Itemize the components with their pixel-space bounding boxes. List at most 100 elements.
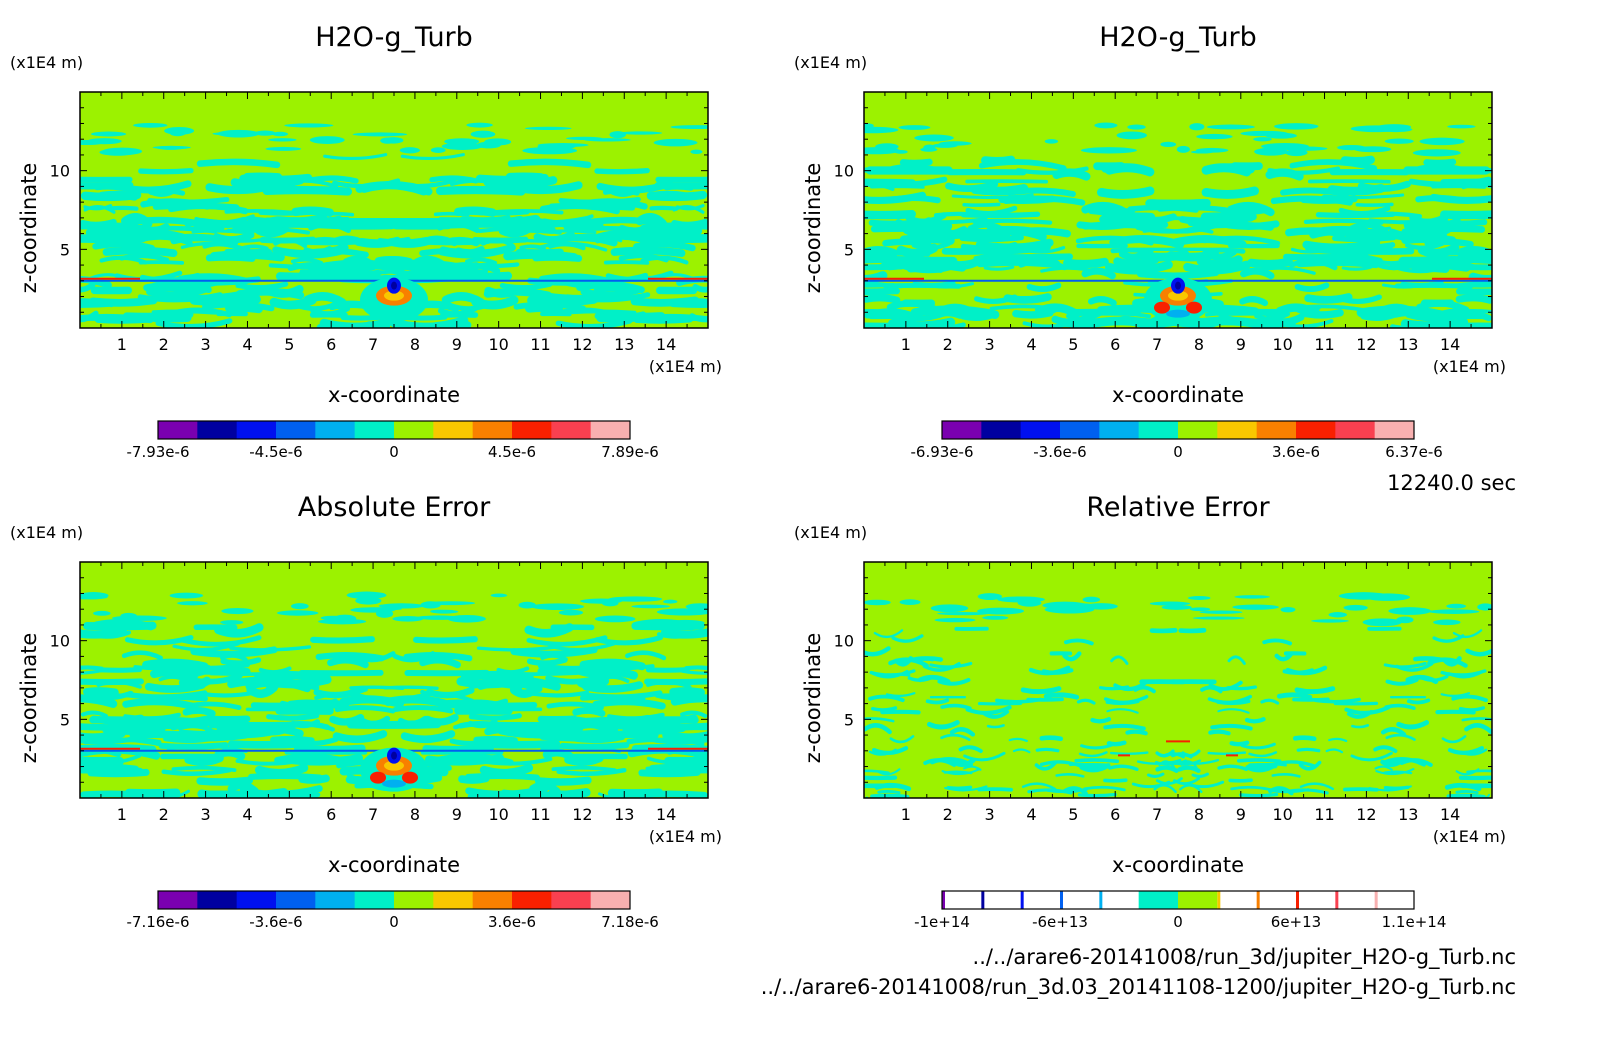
y-unit-label: (x1E4 m) bbox=[10, 53, 83, 72]
x-tick-label: 4 bbox=[242, 335, 252, 354]
colorbar: -7.16e-6 -3.6e-6 0 3.6e-6 7.18e-6 bbox=[127, 890, 659, 931]
x-tick-label: 1 bbox=[117, 805, 127, 824]
x-unit-label: (x1E4 m) bbox=[649, 357, 722, 376]
y-tick-label: 10 bbox=[834, 632, 854, 651]
y-tick-label: 10 bbox=[50, 632, 70, 651]
colorbar-label: 1.1e+14 bbox=[1382, 913, 1447, 931]
contour-field bbox=[864, 92, 1492, 328]
colorbar-cell bbox=[1060, 891, 1100, 909]
x-axis-label: x-coordinate bbox=[328, 853, 460, 877]
x-tick-label: 14 bbox=[656, 335, 676, 354]
timestamp: 12240.0 sec bbox=[1387, 471, 1516, 495]
x-axis-label: x-coordinate bbox=[1112, 853, 1244, 877]
x-tick-label: 5 bbox=[284, 805, 294, 824]
colorbar: -6.93e-6 -3.6e-6 0 3.6e-6 6.37e-6 bbox=[911, 420, 1443, 461]
colorbar-label: -7.93e-6 bbox=[127, 443, 190, 461]
colorbar-label: -7.16e-6 bbox=[127, 913, 190, 931]
colorbar-label: 7.89e-6 bbox=[601, 443, 659, 461]
colorbar-cell bbox=[512, 891, 552, 909]
x-tick-label: 6 bbox=[1110, 805, 1120, 824]
x-tick-label: 6 bbox=[326, 335, 336, 354]
colorbar-cell bbox=[1178, 421, 1218, 439]
colorbar-label: 6e+13 bbox=[1271, 913, 1321, 931]
x-tick-label: 5 bbox=[1068, 335, 1078, 354]
colorbar-label: 7.18e-6 bbox=[601, 913, 659, 931]
contour-field bbox=[80, 562, 708, 798]
x-tick-label: 9 bbox=[452, 805, 462, 824]
panel-1: H2O-g_Turb(x1E4 m)1 2 3 4 5 6 7 8 9 10 11 12 13 14510… bbox=[10, 22, 722, 461]
x-tick-label: 5 bbox=[1068, 805, 1078, 824]
colorbar-cell bbox=[1256, 891, 1297, 909]
x-tick-label: 3 bbox=[201, 335, 211, 354]
x-tick-label: 11 bbox=[530, 805, 550, 824]
x-tick-label: 12 bbox=[572, 335, 592, 354]
x-tick-label: 2 bbox=[943, 805, 953, 824]
x-tick-label: 2 bbox=[159, 805, 169, 824]
x-tick-label: 3 bbox=[201, 805, 211, 824]
colorbar-cell bbox=[433, 421, 474, 439]
colorbar-cell bbox=[354, 421, 395, 439]
x-tick-label: 7 bbox=[368, 805, 378, 824]
x-tick-label: 10 bbox=[1272, 805, 1292, 824]
x-tick-label: 13 bbox=[614, 805, 634, 824]
colorbar-cell bbox=[551, 891, 592, 909]
colorbar-cell bbox=[942, 891, 982, 909]
colorbar-cell bbox=[1217, 891, 1258, 909]
colorbar-marker bbox=[981, 891, 985, 909]
x-tick-label: 7 bbox=[368, 335, 378, 354]
x-tick-label: 5 bbox=[284, 335, 294, 354]
colorbar-cell bbox=[1138, 891, 1179, 909]
colorbar-cell bbox=[276, 891, 316, 909]
x-tick-label: 6 bbox=[326, 805, 336, 824]
colorbar-label: -6.93e-6 bbox=[911, 443, 974, 461]
y-tick-label: 10 bbox=[834, 162, 854, 181]
x-tick-label: 14 bbox=[1440, 335, 1460, 354]
file-path-1: ../../arare6-20141008/run_3d/jupiter_H2O… bbox=[973, 945, 1516, 970]
colorbar-cell bbox=[1020, 891, 1061, 909]
colorbar-cell bbox=[315, 891, 356, 909]
colorbar-cell bbox=[981, 891, 1022, 909]
x-tick-label: 8 bbox=[410, 805, 420, 824]
colorbar-cell bbox=[981, 421, 1022, 439]
colorbar-cell bbox=[472, 421, 513, 439]
x-tick-label: 9 bbox=[1236, 335, 1246, 354]
y-tick-label: 10 bbox=[50, 162, 70, 181]
colorbar-marker bbox=[942, 891, 945, 909]
file-path-2: ../../arare6-20141008/run_3d.03_20141108… bbox=[761, 975, 1516, 1000]
colorbar-cell bbox=[1217, 421, 1258, 439]
x-tick-label: 4 bbox=[1026, 335, 1036, 354]
y-unit-label: (x1E4 m) bbox=[794, 53, 867, 72]
x-tick-label: 11 bbox=[1314, 805, 1334, 824]
y-axis-label: z-coordinate bbox=[801, 163, 825, 294]
colorbar-marker bbox=[1335, 891, 1339, 909]
panel-4: Relative Error(x1E4 m)1 2 3 4 5 6 7 8 9 10 11 12 13 1… bbox=[794, 492, 1506, 931]
colorbar-cell bbox=[1296, 891, 1336, 909]
colorbar: -1e+14 -6e+13 0 6e+13 1.1e+14 bbox=[914, 890, 1447, 931]
colorbar-cell bbox=[236, 421, 277, 439]
colorbar-cell bbox=[1060, 421, 1100, 439]
colorbar-cell bbox=[158, 891, 198, 909]
panel-3: Absolute Error(x1E4 m)1 2 3 4 5 6 7 8 9 10 11 12 13 1… bbox=[10, 492, 722, 931]
contour-field bbox=[864, 562, 1492, 798]
x-tick-label: 10 bbox=[488, 805, 508, 824]
colorbar-marker bbox=[1374, 891, 1378, 909]
panel-title: H2O-g_Turb bbox=[315, 22, 473, 53]
panel-title: Absolute Error bbox=[298, 492, 491, 523]
y-axis-label: z-coordinate bbox=[17, 633, 41, 764]
colorbar-cell bbox=[197, 891, 238, 909]
colorbar-cell bbox=[1335, 421, 1376, 439]
x-tick-label: 1 bbox=[901, 335, 911, 354]
colorbar-cell bbox=[1138, 421, 1179, 439]
colorbar-label: -4.5e-6 bbox=[249, 443, 302, 461]
x-tick-label: 12 bbox=[572, 805, 592, 824]
colorbar-frame bbox=[941, 890, 1415, 910]
x-tick-label: 9 bbox=[452, 335, 462, 354]
colorbar-label: 6.37e-6 bbox=[1385, 443, 1443, 461]
colorbar-cell bbox=[433, 891, 474, 909]
colorbar-label: -3.6e-6 bbox=[1033, 443, 1086, 461]
colorbar-cell bbox=[1374, 891, 1415, 909]
x-tick-label: 11 bbox=[530, 335, 550, 354]
x-tick-label: 14 bbox=[1440, 805, 1460, 824]
x-tick-label: 1 bbox=[117, 335, 127, 354]
x-tick-label: 4 bbox=[1026, 805, 1036, 824]
